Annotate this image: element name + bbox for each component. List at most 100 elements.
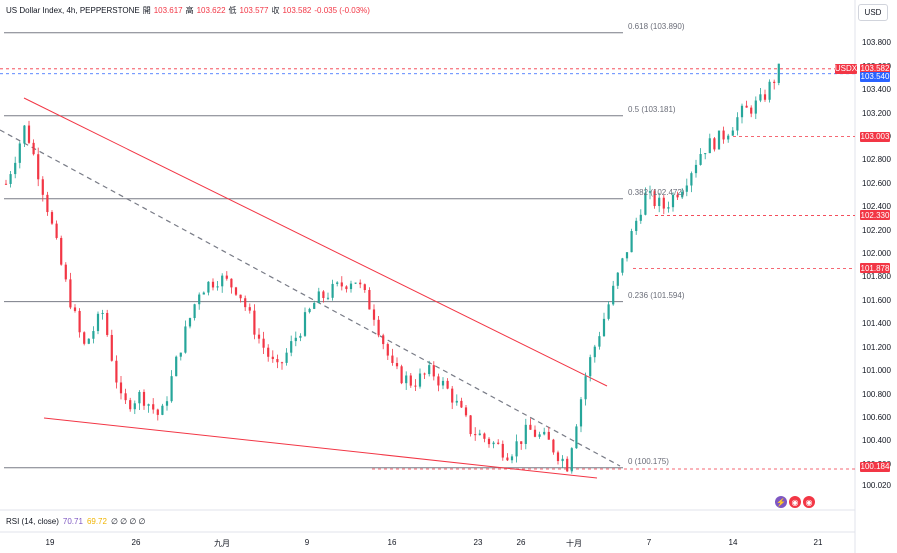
candle-body xyxy=(437,376,440,386)
y-tick-label: 102.200 xyxy=(862,225,891,235)
x-tick-label: 16 xyxy=(387,538,397,547)
close-label: 収 xyxy=(271,6,280,15)
candle-body xyxy=(671,194,675,208)
candle-body xyxy=(644,192,647,215)
candle-body xyxy=(198,294,201,305)
candle-body xyxy=(244,298,247,308)
candle-body xyxy=(759,94,762,101)
candle-body xyxy=(579,399,583,427)
candle-body xyxy=(497,442,500,444)
candle-body xyxy=(441,380,445,386)
lightning-icon[interactable]: ⚡ xyxy=(775,496,787,508)
candle-body xyxy=(119,382,123,394)
candle-body xyxy=(156,409,159,415)
candle-body xyxy=(225,275,228,279)
candle-body xyxy=(211,281,215,288)
fib-label: 0.382 (102.472) xyxy=(628,187,685,197)
y-tick-label: 103.200 xyxy=(862,108,891,118)
candle-body xyxy=(340,282,343,287)
candle-body xyxy=(492,442,495,445)
fib-label: 0.618 (103.890) xyxy=(628,21,685,31)
candle-body xyxy=(299,335,302,338)
y-tick-label: 101.600 xyxy=(862,295,891,305)
candle-body xyxy=(280,362,284,364)
candle-body xyxy=(345,286,348,290)
candle-body xyxy=(253,310,256,335)
candle-body xyxy=(276,359,279,363)
candle-body xyxy=(777,63,780,83)
fib-label: 0.5 (103.181) xyxy=(628,104,676,114)
chart-legend: US Dollar Index, 4h, PEPPERSTONE 開 103.61… xyxy=(6,5,370,16)
y-tick-label: 100.020 xyxy=(862,480,891,490)
candle-body xyxy=(32,142,35,155)
candle-body xyxy=(73,307,77,311)
candle-body xyxy=(524,424,527,444)
candle-body xyxy=(690,173,693,186)
candle-body xyxy=(372,309,376,320)
candle-body xyxy=(354,282,357,284)
candle-body xyxy=(92,331,95,339)
candle-body xyxy=(699,154,702,165)
low-value: 103.577 xyxy=(239,6,269,15)
y-tick-label: 100.800 xyxy=(862,389,891,399)
candle-body xyxy=(653,191,656,207)
candle-body xyxy=(731,130,734,136)
candle-body xyxy=(763,94,767,100)
candle-body xyxy=(418,373,422,387)
candle-body xyxy=(285,352,288,363)
candle-body xyxy=(216,286,219,288)
candle-body xyxy=(395,363,399,367)
candle-body xyxy=(152,404,155,410)
candle-body xyxy=(538,434,541,437)
candle-body xyxy=(303,312,307,336)
candle-body xyxy=(96,313,100,332)
x-tick-label: 21 xyxy=(813,538,823,547)
candle-body xyxy=(9,174,12,184)
candle-body xyxy=(639,214,642,221)
candle-body xyxy=(722,130,725,140)
candle-body xyxy=(221,275,224,287)
y-tick-label: 102.800 xyxy=(862,155,891,165)
candle-body xyxy=(474,434,477,436)
candle-body xyxy=(129,400,132,410)
candle-body xyxy=(460,400,463,408)
candle-body xyxy=(124,393,127,401)
candle-body xyxy=(23,125,26,144)
candle-body xyxy=(773,81,776,83)
candle-body xyxy=(676,194,679,198)
candle-body xyxy=(188,318,192,327)
candle-body xyxy=(64,264,67,280)
candle-body xyxy=(391,355,394,364)
candle-body xyxy=(451,388,454,403)
y-tick-label: 101.800 xyxy=(862,272,891,282)
candle-body xyxy=(170,376,173,402)
midline-dashed xyxy=(0,129,621,467)
candle-body xyxy=(317,291,320,304)
candle-body xyxy=(708,138,711,154)
flag-icon[interactable]: ◉ xyxy=(789,496,801,508)
price-badge: 100.184 xyxy=(860,461,890,472)
candle-body xyxy=(46,194,49,213)
x-tick-label: 九月 xyxy=(214,539,230,548)
flag-icon-2[interactable]: ◉ xyxy=(803,496,815,508)
candle-body xyxy=(740,105,744,118)
candle-body xyxy=(409,375,412,386)
price-badge: 103.540 xyxy=(860,71,890,82)
x-tick-label: 9 xyxy=(304,538,310,547)
candle-body xyxy=(179,352,182,357)
currency-button[interactable]: USD xyxy=(858,4,888,21)
candle-body xyxy=(239,294,242,299)
y-tick-label: 100.400 xyxy=(862,436,891,446)
candle-body xyxy=(501,443,504,458)
x-tick-label: 26 xyxy=(516,538,526,547)
symbol-title[interactable]: US Dollar Index, 4h, PEPPERSTONE xyxy=(6,6,140,15)
candle-body xyxy=(510,456,514,461)
rsi-label[interactable]: RSI (14, close) xyxy=(6,517,59,526)
x-tick-label: 26 xyxy=(131,538,141,547)
x-tick-label: 19 xyxy=(45,538,55,547)
candle-body xyxy=(662,197,665,209)
candle-body xyxy=(648,191,652,193)
candle-body xyxy=(308,308,311,313)
candle-body xyxy=(257,334,261,339)
